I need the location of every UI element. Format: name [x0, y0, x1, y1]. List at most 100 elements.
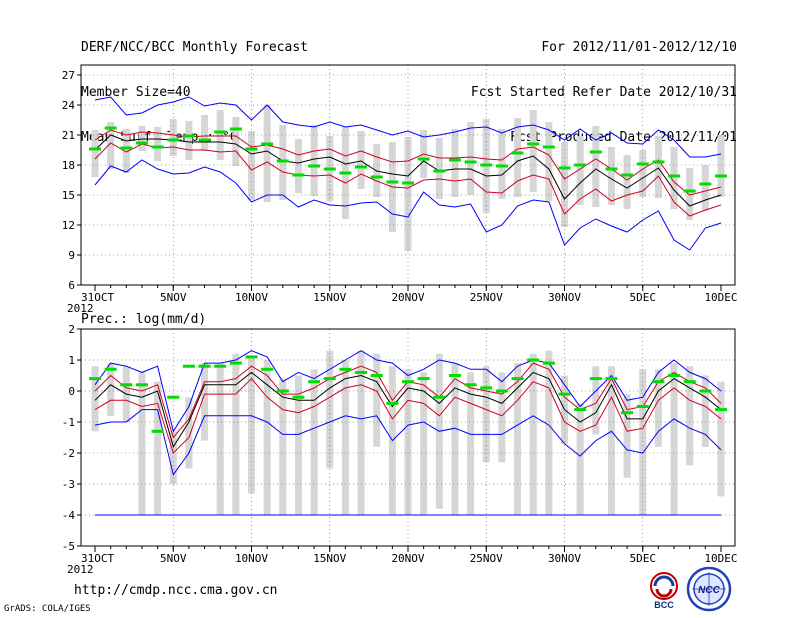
observed-marker: [715, 174, 727, 178]
ensemble-box-bar: [263, 105, 271, 202]
observed-marker: [276, 159, 289, 163]
ensemble-box-bar: [201, 363, 209, 441]
x-tick-label: 20NOV: [391, 552, 424, 565]
observed-marker: [558, 392, 571, 396]
observed-marker: [89, 147, 101, 151]
observed-marker: [370, 374, 383, 377]
observed-marker: [448, 158, 461, 162]
observed-marker: [511, 151, 524, 155]
observed-marker: [605, 167, 618, 171]
y-tick-label: 21: [62, 129, 75, 142]
observed-marker: [480, 163, 493, 167]
observed-marker: [558, 166, 571, 170]
observed-marker: [308, 164, 321, 168]
observed-marker: [417, 377, 430, 381]
ensemble-box-bar: [592, 366, 600, 435]
y-tick-label: 18: [62, 159, 75, 172]
observed-marker: [668, 174, 681, 178]
observed-marker: [652, 380, 665, 384]
ensemble-box-bar: [623, 394, 631, 478]
ensemble-box-bar: [107, 122, 115, 169]
observed-marker: [323, 167, 336, 171]
footer-url[interactable]: http://cmdp.ncc.cma.gov.cn: [74, 583, 278, 598]
ensemble-box-bar: [654, 369, 662, 447]
observed-marker: [214, 130, 227, 134]
y-tick-label: 6: [68, 279, 75, 292]
grads-credit: GrADS: COLA/IGES: [4, 604, 91, 614]
ensemble-box-bar: [467, 372, 475, 515]
ensemble-box-bar: [91, 130, 99, 177]
x-tick-label: 15NOV: [313, 552, 346, 565]
ensemble-box-bar: [232, 353, 240, 515]
ensemble-box-bar: [294, 139, 302, 193]
x-tick-label: 31OCT: [81, 552, 114, 565]
observed-marker: [574, 163, 587, 167]
observed-marker: [135, 141, 148, 145]
observed-marker: [167, 395, 180, 399]
ensemble-box-bar: [717, 135, 725, 197]
ensemble-box-bar: [154, 127, 162, 161]
observed-marker: [589, 377, 602, 381]
ensemble-box-bar: [310, 125, 318, 196]
ensemble-box-bar: [561, 142, 568, 227]
observed-marker: [261, 367, 274, 371]
ensemble-box-bar: [607, 147, 615, 205]
observed-marker: [589, 150, 602, 154]
y-tick-label: -4: [62, 509, 76, 522]
x-tick-label: 5NOV: [160, 552, 187, 565]
ensemble-box-bar: [498, 372, 506, 463]
x-tick-label: 5DEC: [630, 552, 657, 565]
max-envelope-line: [94, 96, 722, 158]
observed-marker: [355, 370, 368, 374]
observed-marker: [104, 126, 117, 130]
observed-marker: [652, 160, 665, 164]
ensemble-box-bar: [263, 360, 271, 515]
observed-marker: [527, 358, 540, 362]
observed-marker: [495, 164, 508, 168]
observed-marker: [699, 389, 712, 393]
ensemble-box-bar: [529, 353, 537, 515]
ensemble-box-bar: [701, 375, 709, 447]
lower-spread-line: [94, 142, 722, 217]
ensemble-box-bar: [467, 122, 475, 195]
observed-marker: [621, 173, 634, 177]
ensemble-box-bar: [216, 363, 224, 515]
header-title: DERF/NCC/BCC Monthly Forecast: [81, 40, 308, 55]
observed-marker: [214, 364, 227, 368]
ensemble-box-bar: [654, 136, 662, 198]
observed-marker: [464, 160, 477, 164]
observed-marker: [683, 189, 696, 193]
y-tick-label: -1: [62, 416, 75, 429]
ensemble-box-bar: [232, 117, 240, 166]
ensemble-box-bar: [670, 147, 678, 209]
ensemble-box-bar: [279, 378, 287, 515]
observed-marker: [355, 165, 368, 169]
observed-marker: [433, 395, 446, 399]
observed-marker: [386, 180, 399, 184]
observed-marker: [339, 367, 352, 371]
observed-marker: [276, 389, 289, 393]
observed-marker: [636, 162, 649, 166]
header-member-size: Member Size=40: [81, 85, 191, 100]
ensemble-box-bar: [420, 372, 428, 515]
ensemble-box-bar: [435, 138, 443, 199]
observed-marker: [182, 364, 195, 368]
ensemble-box-bar: [607, 366, 615, 515]
ensemble-box-bar: [404, 369, 412, 515]
lower-spread-line: [94, 377, 722, 454]
ensemble-box-bar: [670, 363, 678, 515]
observed-marker: [464, 383, 477, 387]
y-tick-label: 15: [62, 189, 75, 202]
ensemble-box-bar: [357, 350, 365, 515]
bcc-logo-text: BCC: [654, 600, 674, 610]
observed-marker: [323, 377, 336, 381]
ensemble-box-bar: [107, 363, 115, 416]
observed-marker: [417, 157, 430, 161]
ensemble-box-bar: [545, 350, 553, 515]
ensemble-box-bar: [686, 168, 694, 220]
x-tick-label: 20NOV: [391, 291, 424, 304]
ensemble-box-bar: [185, 121, 193, 160]
y-tick-label: 1: [68, 354, 75, 367]
ensemble-box-bar: [592, 126, 600, 207]
observed-marker: [621, 411, 634, 415]
